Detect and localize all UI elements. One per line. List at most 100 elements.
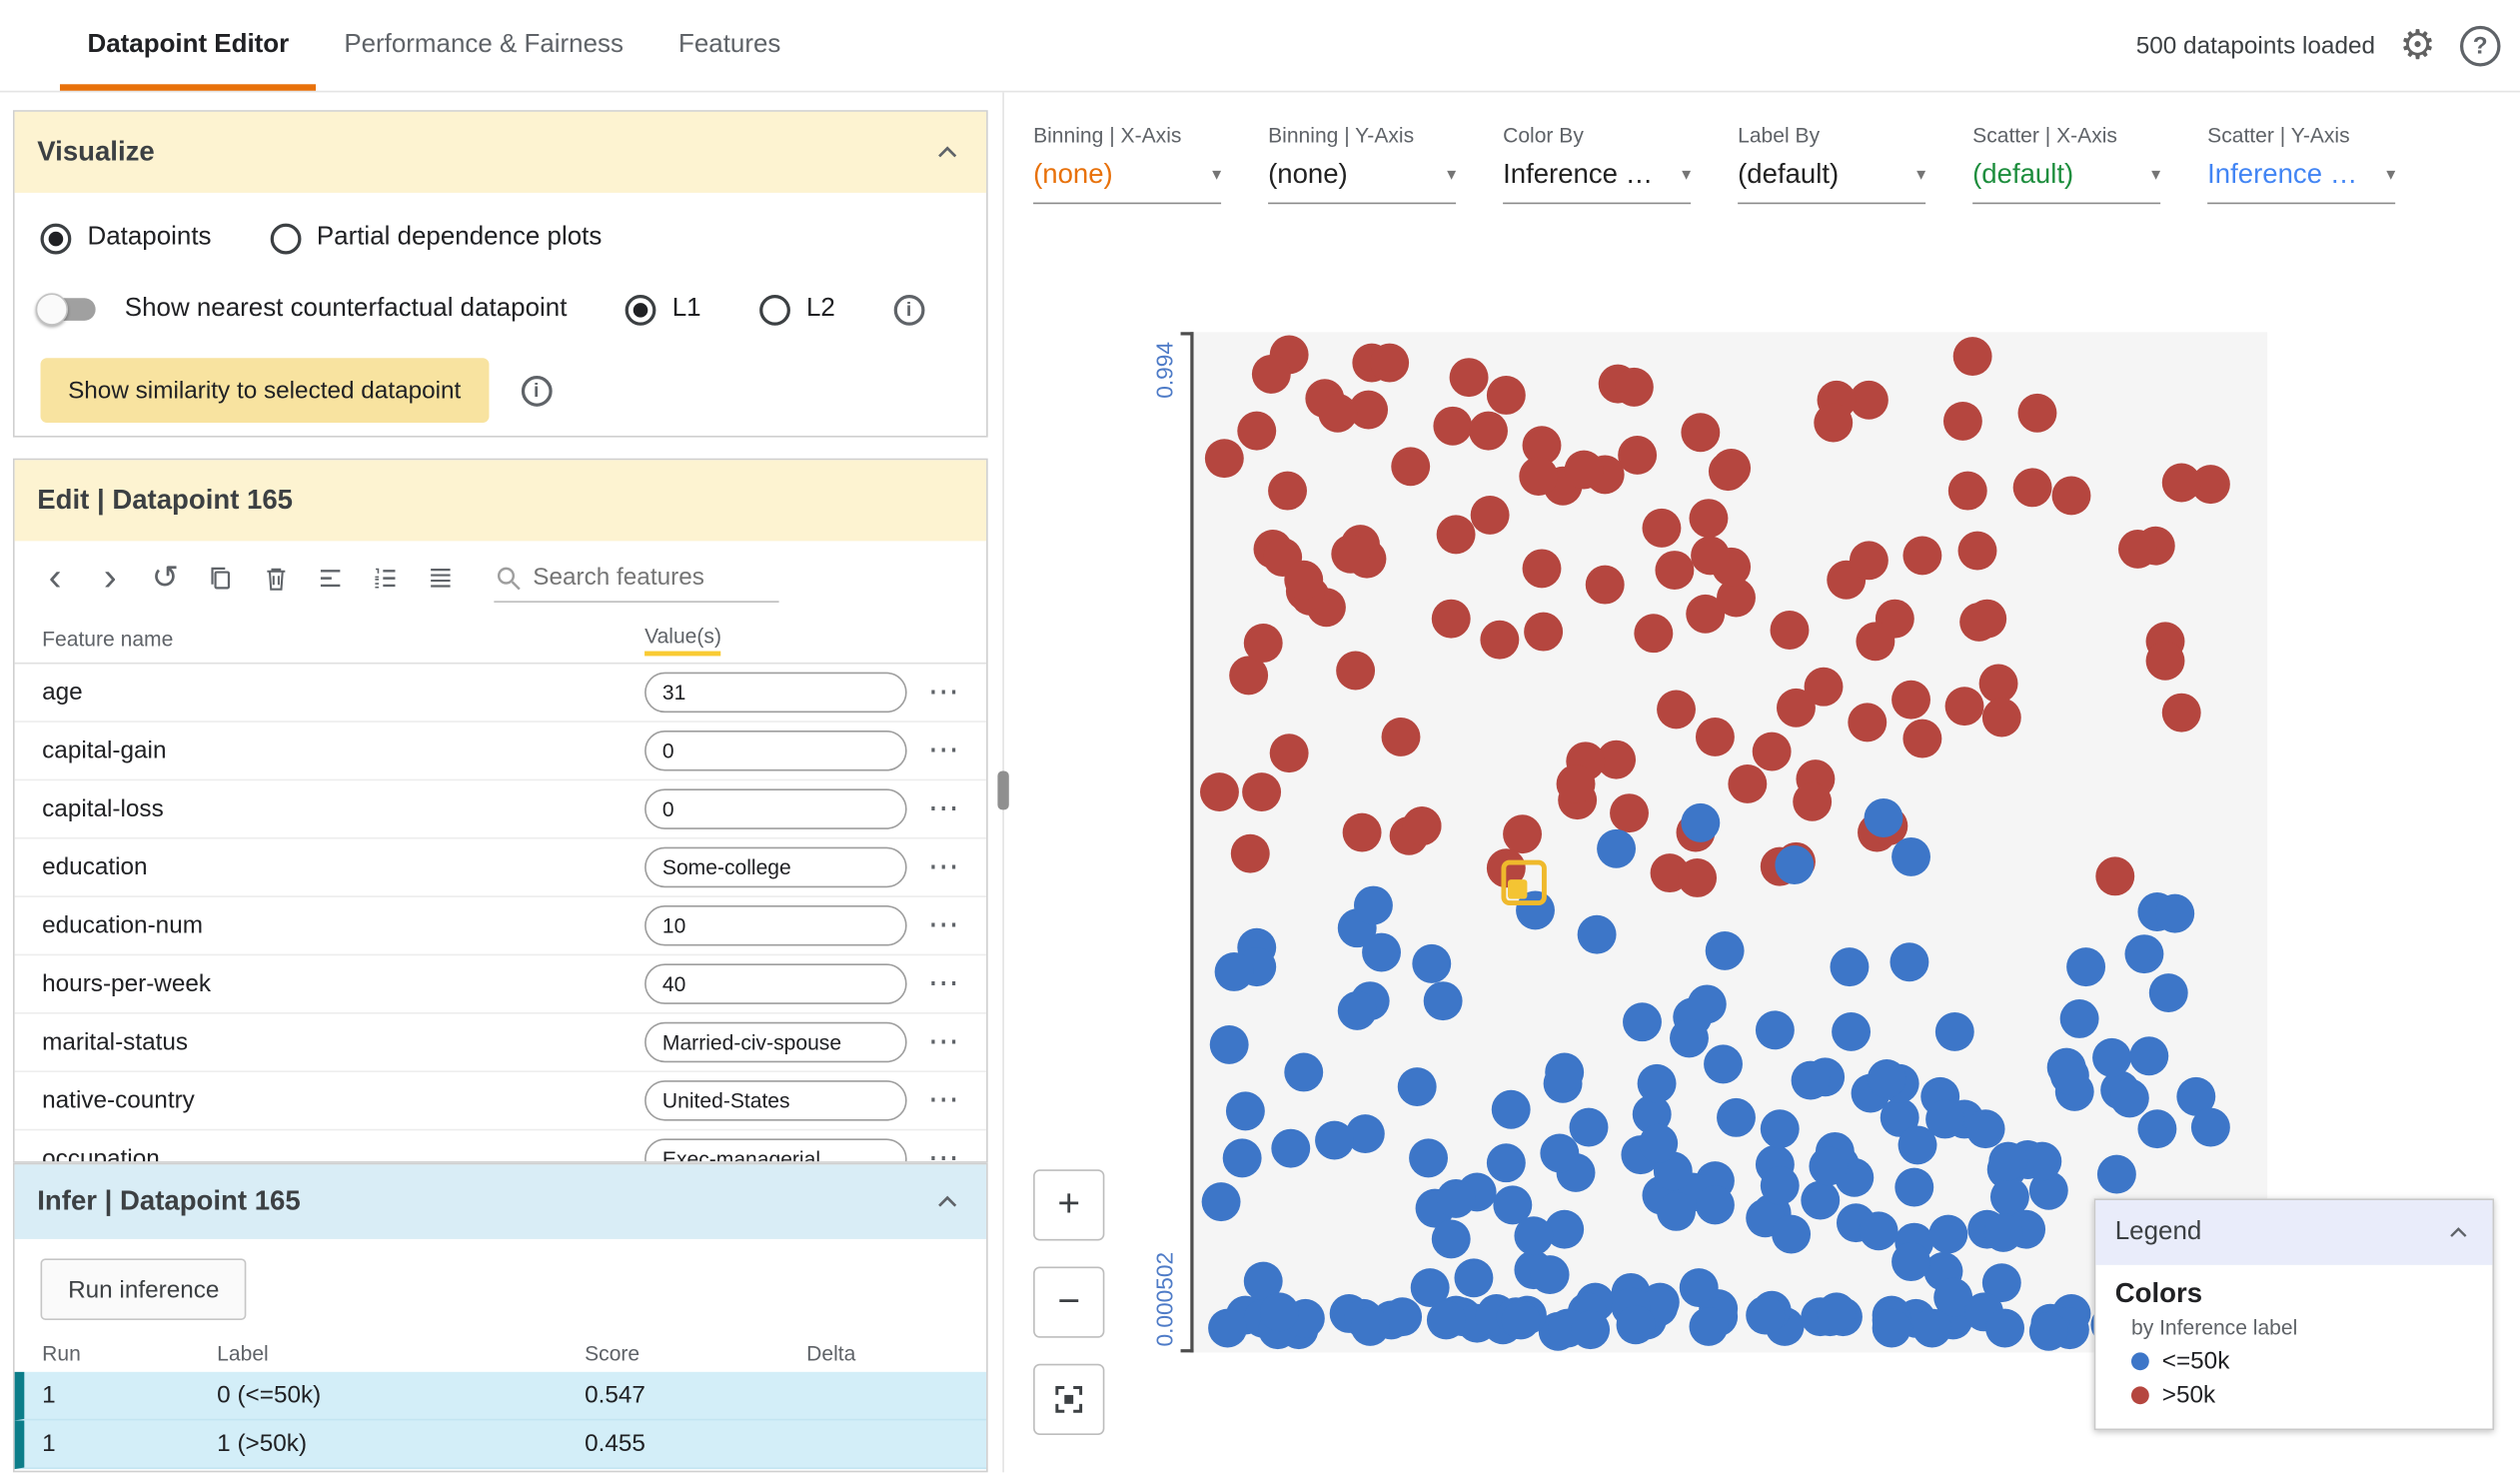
datapoint[interactable] bbox=[1859, 1210, 1898, 1250]
datapoint[interactable] bbox=[2022, 1141, 2062, 1181]
datapoint[interactable] bbox=[1695, 718, 1735, 757]
datapoint[interactable] bbox=[1894, 1167, 1934, 1207]
datapoint[interactable] bbox=[2129, 1035, 2169, 1075]
row-menu-icon[interactable] bbox=[928, 968, 959, 999]
datapoint[interactable] bbox=[1792, 781, 1832, 821]
datapoint[interactable] bbox=[2092, 1038, 2131, 1078]
datapoint[interactable] bbox=[1981, 699, 2021, 738]
datapoint[interactable] bbox=[1890, 942, 1930, 982]
datapoint[interactable] bbox=[1241, 772, 1281, 812]
datapoint[interactable] bbox=[1639, 1123, 1679, 1163]
settings-gear-icon[interactable] bbox=[2399, 25, 2435, 66]
datapoint[interactable] bbox=[1945, 686, 1985, 726]
datapoint[interactable] bbox=[1967, 599, 2007, 639]
datapoint[interactable] bbox=[2161, 463, 2201, 503]
datapoint[interactable] bbox=[1791, 1060, 1831, 1100]
duplicate-datapoint-icon[interactable] bbox=[193, 551, 248, 606]
datapoint[interactable] bbox=[2065, 947, 2105, 986]
datapoint[interactable] bbox=[2149, 972, 2189, 1012]
datapoint[interactable] bbox=[1434, 406, 1474, 446]
row-menu-icon[interactable] bbox=[928, 1143, 959, 1161]
datapoint[interactable] bbox=[1761, 1166, 1801, 1206]
datapoint[interactable] bbox=[1354, 885, 1394, 924]
datapoint[interactable] bbox=[1689, 1306, 1729, 1346]
datapoint[interactable] bbox=[1656, 690, 1696, 730]
feature-value-input[interactable] bbox=[644, 788, 907, 829]
datapoint[interactable] bbox=[1236, 412, 1276, 452]
datapoint[interactable] bbox=[1943, 401, 1983, 441]
datapoint[interactable] bbox=[1814, 403, 1854, 443]
visualize-panel-header[interactable]: Visualize bbox=[14, 111, 987, 193]
inference-result-row[interactable]: 1 1 (>50k) 0.455 bbox=[14, 1420, 987, 1470]
datapoint[interactable] bbox=[1831, 946, 1870, 986]
datapoint[interactable] bbox=[1687, 594, 1726, 634]
datapoint[interactable] bbox=[1912, 1307, 1952, 1347]
values-column-header[interactable]: Value(s) bbox=[644, 623, 721, 656]
datapoint[interactable] bbox=[1856, 622, 1895, 661]
datapoint[interactable] bbox=[1201, 1182, 1241, 1222]
datapoint[interactable] bbox=[1597, 828, 1637, 868]
row-menu-icon[interactable] bbox=[928, 736, 959, 766]
datapoint[interactable] bbox=[1350, 1307, 1389, 1347]
datapoint[interactable] bbox=[1432, 1219, 1472, 1258]
datapoint[interactable] bbox=[2012, 468, 2052, 508]
datapoint[interactable] bbox=[1616, 1304, 1656, 1344]
datapoint[interactable] bbox=[1801, 1180, 1841, 1219]
tab-features[interactable]: Features bbox=[678, 30, 781, 59]
datapoint[interactable] bbox=[1689, 498, 1729, 538]
datapoint[interactable] bbox=[2162, 693, 2202, 733]
datapoint[interactable] bbox=[1771, 610, 1811, 650]
datapoint[interactable] bbox=[1809, 1146, 1849, 1186]
feature-value-input[interactable] bbox=[644, 672, 907, 714]
datapoint[interactable] bbox=[1623, 1002, 1663, 1042]
datapoint[interactable] bbox=[1872, 1309, 1911, 1349]
datapoint[interactable] bbox=[1491, 1090, 1531, 1130]
axis-control-binning-x-axis[interactable]: Binning | X-Axis (none) bbox=[1033, 123, 1222, 205]
datapoint[interactable] bbox=[1427, 1301, 1467, 1341]
datapoint[interactable] bbox=[1243, 623, 1283, 663]
datapoint[interactable] bbox=[1864, 798, 1903, 838]
row-menu-icon[interactable] bbox=[928, 1085, 959, 1116]
datapoint[interactable] bbox=[2096, 1154, 2136, 1194]
datapoint[interactable] bbox=[1556, 763, 1596, 803]
datapoint[interactable] bbox=[1964, 1108, 2004, 1148]
datapoint[interactable] bbox=[2051, 475, 2091, 515]
delete-datapoint-icon[interactable] bbox=[248, 551, 303, 606]
datapoint[interactable] bbox=[2109, 1078, 2149, 1118]
datapoint[interactable] bbox=[1745, 1295, 1785, 1335]
datapoint[interactable] bbox=[2191, 1106, 2231, 1146]
datapoint[interactable] bbox=[1314, 1119, 1354, 1159]
sort-numbered-icon[interactable] bbox=[358, 551, 413, 606]
datapoint[interactable] bbox=[1381, 717, 1421, 756]
datapoint[interactable] bbox=[1230, 833, 1270, 873]
datapoint[interactable] bbox=[2155, 892, 2195, 932]
datapoint[interactable] bbox=[1617, 436, 1657, 476]
selected-datapoint-marker[interactable] bbox=[1501, 859, 1547, 906]
datapoint[interactable] bbox=[2050, 1056, 2089, 1096]
datapoint[interactable] bbox=[1531, 1254, 1571, 1294]
datapoint[interactable] bbox=[1267, 472, 1307, 512]
info-icon[interactable] bbox=[521, 375, 553, 407]
datapoint[interactable] bbox=[1847, 702, 1887, 741]
chevron-up-icon[interactable] bbox=[931, 136, 963, 168]
datapoint[interactable] bbox=[1503, 814, 1543, 854]
datapoint[interactable] bbox=[1902, 719, 1942, 757]
datapoint[interactable] bbox=[1902, 536, 1942, 576]
datapoint[interactable] bbox=[2138, 1108, 2178, 1148]
search-features-input[interactable] bbox=[533, 564, 769, 592]
datapoint[interactable] bbox=[1867, 1058, 1906, 1098]
datapoint[interactable] bbox=[1391, 447, 1431, 487]
chevron-up-icon[interactable] bbox=[931, 1185, 963, 1217]
chevron-up-icon[interactable] bbox=[2444, 1218, 2473, 1247]
tab-datapoint-editor[interactable]: Datapoint Editor bbox=[59, 0, 318, 91]
datapoint[interactable] bbox=[1330, 535, 1370, 575]
datapoint[interactable] bbox=[1338, 990, 1378, 1030]
datapoint[interactable] bbox=[1259, 1292, 1299, 1332]
legend-header[interactable]: Legend bbox=[2095, 1200, 2493, 1265]
datapoint[interactable] bbox=[2059, 999, 2099, 1039]
datapoint[interactable] bbox=[1382, 1297, 1422, 1337]
datapoint[interactable] bbox=[1656, 1192, 1696, 1232]
datapoint[interactable] bbox=[1251, 355, 1291, 395]
datapoint[interactable] bbox=[1283, 561, 1323, 600]
datapoint[interactable] bbox=[1437, 515, 1477, 555]
